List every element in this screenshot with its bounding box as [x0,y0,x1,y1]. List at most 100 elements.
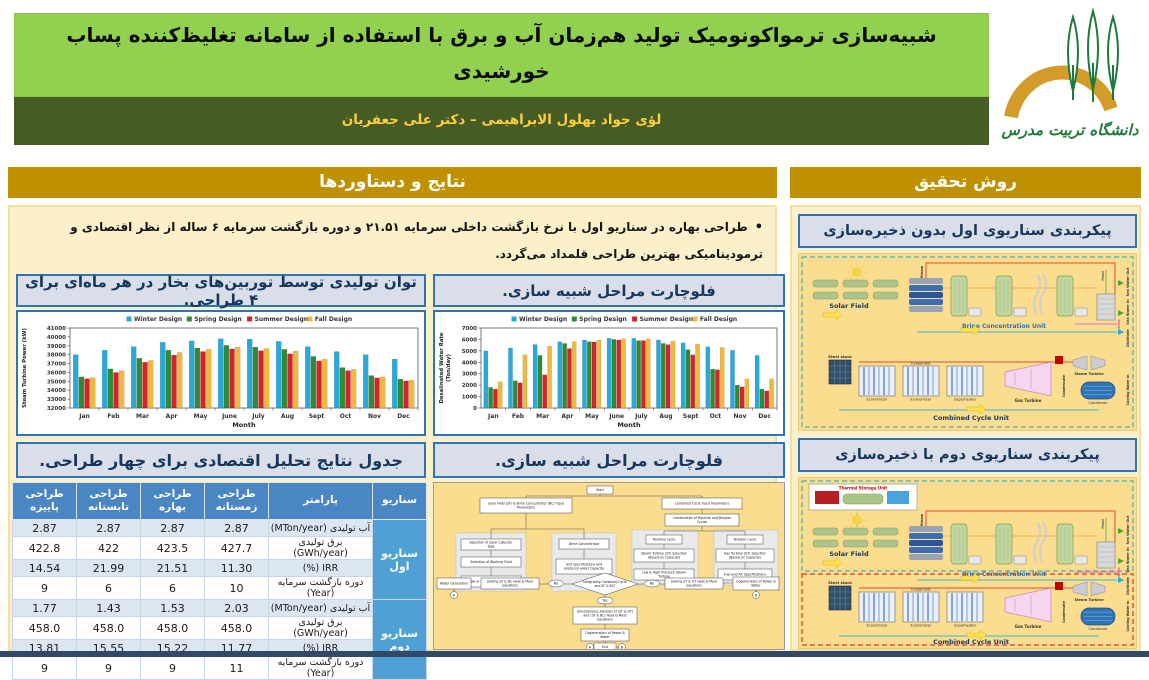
svg-text:Integrating Combined Cycle: Integrating Combined Cycle [583,580,626,584]
svg-text:and SF & BC?: and SF & BC? [595,584,616,588]
svg-text:Fall Design: Fall Design [700,316,737,323]
svg-text:Cooling Water In: Cooling Water In [1126,600,1130,632]
svg-text:Evaporator: Evaporator [911,362,931,366]
svg-text:Feed: Feed [1101,519,1105,529]
svg-text:Economizer: Economizer [867,398,889,402]
scenario2-diagram: Thermal Storage Unit Solar Field Steam Brin… [798,477,1137,649]
economic-table-title: جدول نتایج تحلیل اقتصادی برای چهار طراحی… [16,442,426,478]
svg-text:May: May [585,413,599,420]
value-cell: 423.5 [140,536,205,560]
svg-text:No: No [554,582,558,586]
svg-text:Start: Start [596,488,605,492]
svg-text:39000: 39000 [47,344,66,350]
value-cell: 458.0 [12,616,77,640]
svg-text:Rankine Cycle: Rankine Cycle [653,538,676,542]
svg-text:Combined Cycle Unit: Combined Cycle Unit [933,638,1009,646]
svg-text:B: B [621,645,624,649]
svg-text:Solar Field: Solar Field [829,302,869,310]
svg-text:Type: Type [486,545,494,549]
svg-text:Feed: Feed [1101,271,1105,281]
svg-text:Summer Design: Summer Design [255,316,308,323]
table-row: دوره بازگشت سرمایه (Year) 11 9 9 9 [12,656,427,680]
svg-text:Water: Water [600,635,610,639]
svg-text:Economizer: Economizer [867,624,889,628]
svg-text:Nov: Nov [368,413,381,420]
svg-text:Solar Field (SF) & Brine Conce: Solar Field (SF) & Brine Concentrator (B… [488,502,565,506]
value-cell: 2.87 [12,519,77,537]
svg-text:and (SF & BC) Heat & Mass: and (SF & BC) Heat & Mass [583,614,627,618]
svg-text:36000: 36000 [47,370,66,376]
svg-text:Combination of Rankine and Bra: Combination of Rankine and Brayton [673,516,732,520]
svg-text:Condenser: Condenser [1088,401,1108,405]
svg-text:Brine: Brine [1117,567,1121,577]
svg-text:Oct: Oct [710,413,722,420]
svg-text:Distillate: Distillate [1126,576,1130,594]
value-cell: 427.7 [204,536,269,560]
svg-text:Water: Water [751,584,761,588]
svg-text:41000: 41000 [47,326,66,332]
value-cell: 10 [204,576,269,600]
svg-text:Spring Design: Spring Design [579,316,627,323]
svg-text:Steam Turbine: Steam Turbine [1074,598,1104,602]
scenario-cell: سناریو اول [372,519,427,600]
svg-text:37000: 37000 [47,362,66,368]
logo-arch [1004,65,1118,119]
svg-text:Brine Concentration Unit: Brine Concentration Unit [962,323,1046,330]
value-cell: 11.30 [204,559,269,577]
value-cell: 2.03 [204,599,269,617]
svg-text:Unit specifications and: Unit specifications and [566,563,602,567]
economic-results-table: سناریو پارامتر طراحی زمستانه طراحی بهاره طرا… [12,482,427,680]
svg-text:Brine Concentration Unit: Brine Concentration Unit [962,571,1046,578]
svg-text:Cogeneration of Power &: Cogeneration of Power & [585,631,625,635]
simulation-flowchart: Start Solar Field (SF) & Brine Concentrat… [433,482,785,650]
svg-text:Desalinated Water Rate: Desalinated Water Rate [439,332,445,403]
value-cell: 2.87 [204,519,269,537]
scenario2-diagram-title: پیکربندی سناریوی دوم با ذخیره‌سازی [798,438,1137,472]
bullet-dot: • [754,220,763,235]
svg-text:Thermal Storage Unit: Thermal Storage Unit [839,486,888,491]
svg-text:Simultaneous Solution of (ST &: Simultaneous Solution of (ST & GT) [577,610,633,614]
table-row: دوره بازگشت سرمایه (Year) 10 6 6 9 [12,576,427,600]
svg-text:4000: 4000 [462,360,477,366]
svg-text:Yes: Yes [602,599,608,603]
svg-text:Cooling Water In: Cooling Water In [1126,374,1130,406]
table-row: برق تولیدی (GWh/year) 427.7 423.5 422 422.8 [12,536,427,560]
svg-text:Steel stack: Steel stack [828,354,852,359]
table-header-cell: طراحی تابستانه [76,482,141,520]
logo-trees [1067,7,1119,102]
svg-text:Feb: Feb [107,413,120,420]
poster-title-bar: شبیه‌سازی ترمواکونومیک تولید هم‌زمان آب … [14,13,989,97]
svg-text:June: June [608,413,624,420]
svg-text:Oct: Oct [340,413,352,420]
svg-text:June: June [221,413,237,420]
svg-text:7000: 7000 [462,326,477,332]
svg-text:Combined Cycle Unit: Combined Cycle Unit [933,414,1009,422]
results-bullet: •طراحی بهاره در سناریو اول با نرخ بازگشت… [70,220,763,261]
logo-graphic [1004,7,1119,119]
value-cell: 458.0 [140,616,205,640]
svg-text:1000: 1000 [462,395,477,401]
svg-text:Combined Cycle Input Parameter: Combined Cycle Input Parameters [675,502,730,506]
table-row: IRR (%) 11.30 21.51 21.99 14.54 [12,559,427,577]
svg-text:40000: 40000 [47,335,66,341]
svg-text:Condensate: Condensate [1062,600,1066,623]
water-chart-title: فلوچارت مراحل شبیه سازی. [433,274,785,307]
svg-text:Aug: Aug [281,413,294,420]
value-cell: 6 [76,576,141,600]
svg-text:6000: 6000 [462,337,477,343]
svg-text:Summer Design: Summer Design [640,316,693,323]
svg-text:Apr: Apr [166,413,178,420]
svg-text:Aug: Aug [659,413,672,420]
value-cell: 1.53 [140,599,205,617]
svg-text:Gas Turbine: Gas Turbine [1015,398,1042,403]
svg-text:Selection of Working Fluid: Selection of Working Fluid [470,560,511,564]
logo-text: دانشگاه تربیت مدرس [1001,121,1139,139]
svg-text:33000: 33000 [47,397,66,403]
results-section-header: نتایج و دستاوردها [8,167,777,198]
svg-text:Nov: Nov [733,413,746,420]
svg-text:Fall Design: Fall Design [315,316,352,323]
scenario1-diagram: Solar Field Steam Brine Concentration Unit… [798,253,1137,431]
svg-text:equations: equations [597,618,613,622]
economic-table: سناریو پارامتر طراحی زمستانه طراحی بهاره طرا… [12,482,427,680]
svg-text:5000: 5000 [462,349,477,355]
